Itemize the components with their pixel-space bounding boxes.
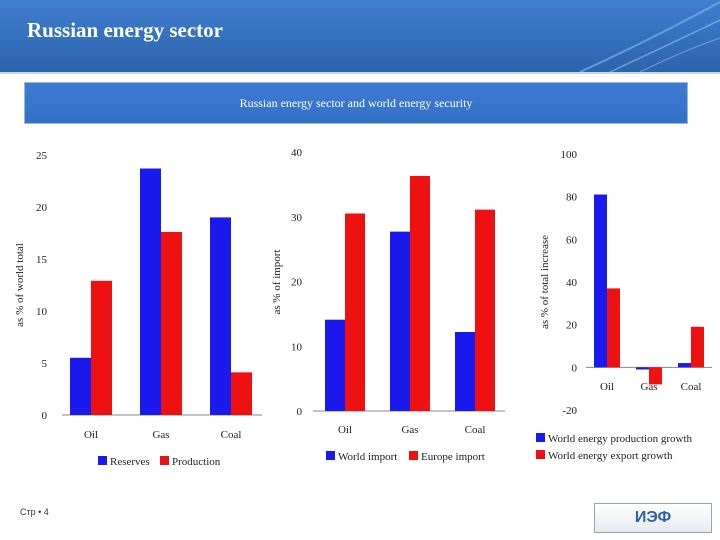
y-tick-label: 20 — [566, 320, 578, 332]
bar-world-energy-export-growth — [607, 288, 620, 368]
x-category-label: Coal — [465, 424, 486, 436]
x-category-label: Oil — [600, 381, 614, 393]
y-axis-label: as % of import — [271, 249, 283, 314]
subtitle-banner: Russian energy sector and world energy s… — [24, 82, 688, 124]
y-tick-label: 0 — [572, 362, 578, 374]
bar-europe-import — [410, 175, 430, 411]
x-category-label: Oil — [84, 429, 98, 441]
legend-swatch — [536, 450, 545, 459]
page-number: Стр • 4 — [20, 507, 49, 517]
organization-logo: ИЭФ — [594, 503, 712, 533]
legend-label: World energy export growth — [548, 450, 673, 462]
bar-reserves — [140, 168, 161, 415]
bar-world-import — [325, 319, 345, 411]
x-category-label: Gas — [640, 381, 657, 393]
y-tick-label: 25 — [36, 150, 48, 162]
bar-production — [231, 372, 252, 415]
bar-reserves — [210, 217, 231, 415]
bar-production — [161, 231, 182, 415]
y-tick-label: 40 — [566, 277, 578, 289]
y-tick-label: 15 — [36, 254, 48, 266]
page-title: Russian energy sector — [27, 18, 223, 42]
bar-world-import — [390, 231, 410, 411]
bar-world-energy-export-growth — [691, 326, 704, 368]
legend-swatch — [536, 433, 545, 442]
y-tick-label: 20 — [36, 202, 48, 214]
legend-swatch — [409, 451, 418, 460]
legend-label: World import — [338, 451, 397, 463]
legend-swatch — [98, 456, 107, 465]
y-tick-label: 0 — [297, 406, 303, 418]
y-tick-label: 10 — [291, 341, 303, 353]
y-axis-label: as % of total increase — [539, 235, 551, 329]
legend-label: Reserves — [110, 456, 150, 468]
subtitle-text: Russian energy sector and world energy s… — [239, 96, 473, 110]
y-tick-label: 5 — [42, 358, 48, 370]
header-bar: Russian energy sector — [0, 0, 720, 72]
y-tick-label: 40 — [291, 147, 303, 159]
bar-europe-import — [475, 209, 495, 411]
bar-production — [91, 280, 112, 415]
bar-europe-import — [345, 213, 365, 411]
logo-text: ИЭФ — [634, 509, 672, 526]
legend-label: World energy production growth — [548, 433, 693, 445]
legend-label: Europe import — [421, 451, 485, 463]
bar-world-import — [455, 332, 475, 411]
legend-swatch — [160, 456, 169, 465]
y-tick-label: 60 — [566, 234, 578, 246]
header-swoosh-decoration — [579, 1, 720, 72]
bar-world-energy-production-growth — [636, 367, 649, 370]
legend-label: Production — [172, 456, 221, 468]
bar-world-energy-export-growth — [649, 367, 662, 385]
legend-swatch — [326, 451, 335, 460]
x-category-label: Gas — [401, 424, 418, 436]
y-tick-label: 100 — [561, 149, 578, 161]
x-category-label: Coal — [221, 429, 242, 441]
y-axis-label: as % of world total — [14, 243, 26, 327]
x-category-label: Oil — [338, 424, 352, 436]
x-category-label: Coal — [681, 381, 702, 393]
y-tick-label: 10 — [36, 306, 48, 318]
x-category-label: Gas — [152, 429, 169, 441]
y-tick-label: 80 — [566, 192, 578, 204]
y-tick-label: 0 — [42, 410, 48, 422]
header-divider — [0, 72, 720, 74]
bar-world-energy-production-growth — [594, 194, 607, 368]
bar-world-energy-production-growth — [678, 363, 691, 368]
y-tick-label: 20 — [291, 277, 303, 289]
y-tick-label: 30 — [291, 212, 303, 224]
y-tick-label: -20 — [562, 405, 577, 417]
bar-reserves — [70, 357, 91, 415]
